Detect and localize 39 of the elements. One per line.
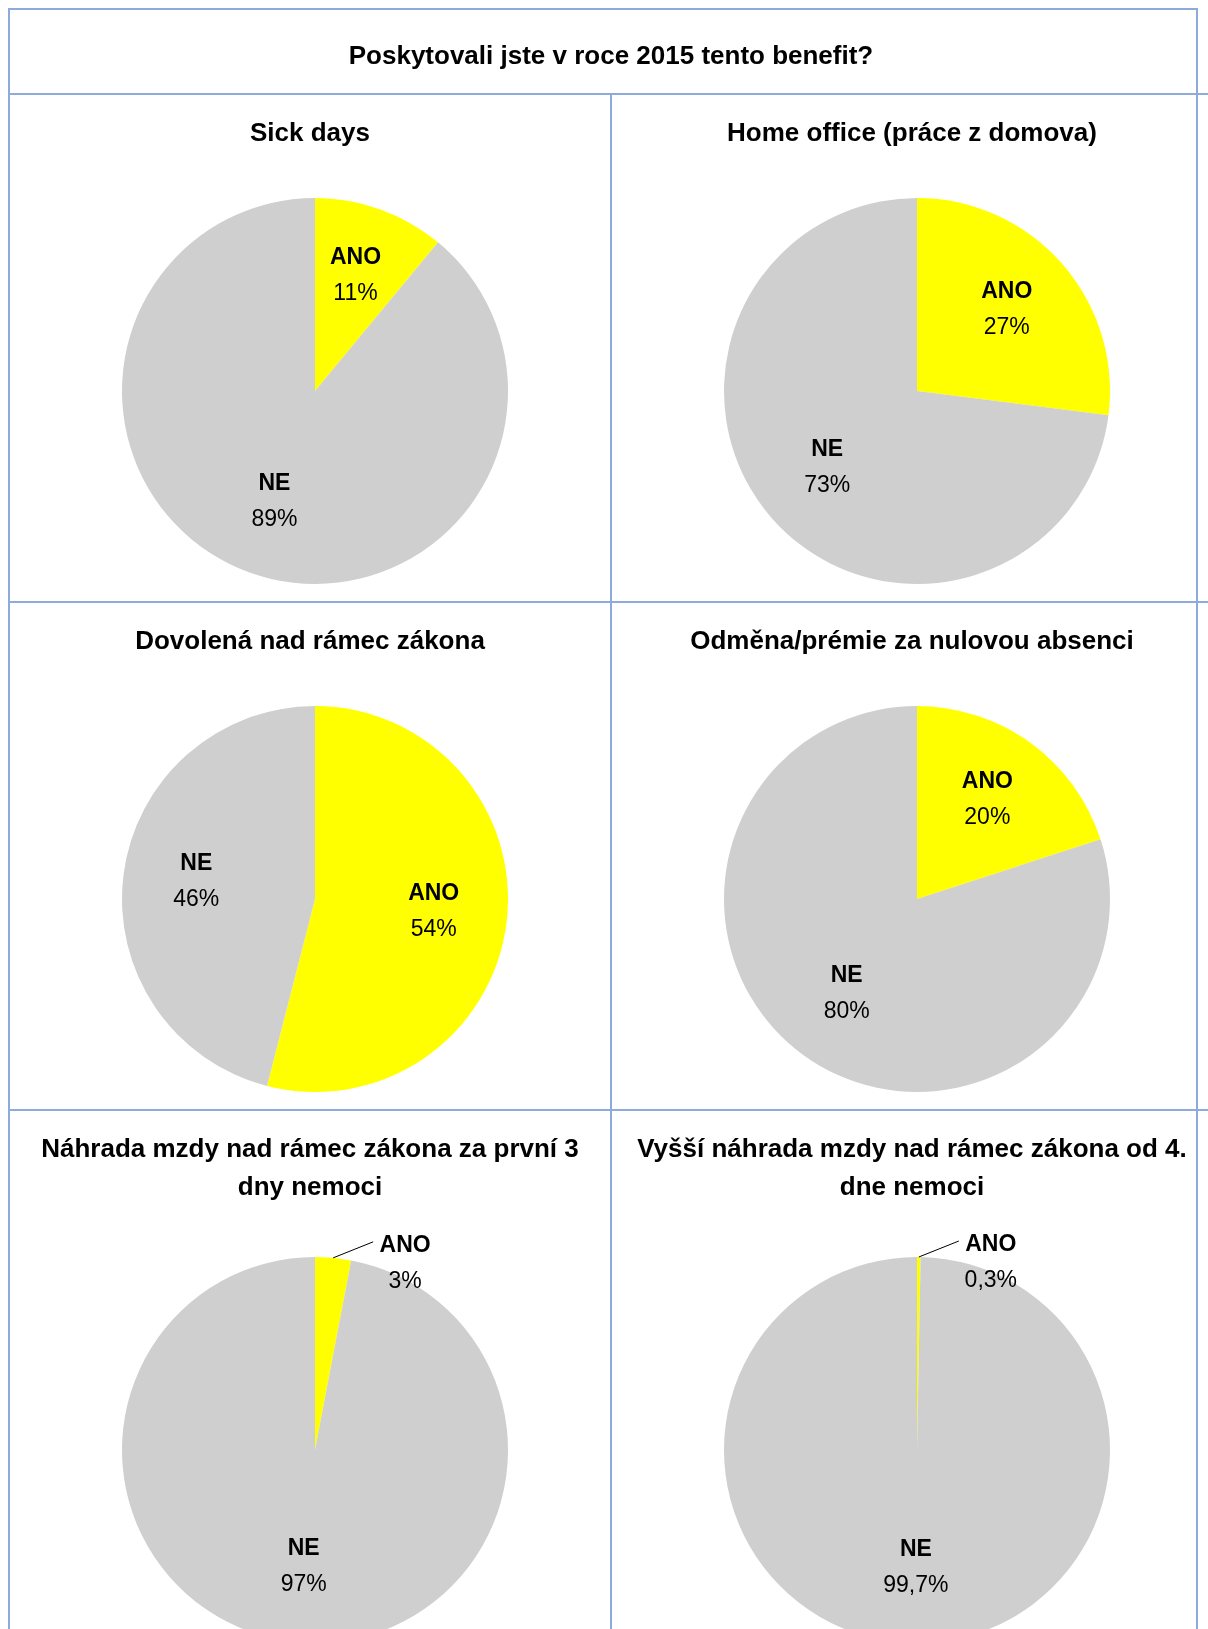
chart-title: Dovolená nad rámec zákona [134,624,486,657]
slice-label: NE [258,468,291,495]
data-label: 11% [333,279,378,306]
chart-title: Odměna/prémie za nulovou absenci [689,624,1135,657]
data-label: 99,7% [883,1570,949,1597]
data-label: 80% [823,996,870,1023]
data-label: 54% [410,915,457,941]
pie-slice [724,198,1109,584]
data-label: 20% [964,803,1011,830]
chart-title: Sick days [249,116,371,149]
slice-label: ANO [981,276,1033,303]
data-label: 89% [251,504,298,531]
pie-slice [917,198,1110,416]
slice-label: ANO [408,879,460,905]
slice-label: NE [899,1534,932,1561]
chart-title: Home office (práce z domova) [726,116,1098,149]
pie-slice [122,198,508,584]
pie-slice [724,706,1110,1092]
chart-title: Vyšší náhrada mzdy nad rámec zákona od 4. dne nemoci [636,1132,1188,1203]
pie-slice [122,706,315,1086]
chart-title: Náhrada mzdy nad rámec zákona za první 3 dny nemoci [40,1132,580,1203]
slice-label: ANO [961,767,1013,794]
slice-label: NE [830,960,863,987]
slice-label: ANO [379,1230,431,1257]
slice-label: NE [180,849,213,875]
data-label: 3% [388,1266,422,1293]
pie-slice [315,198,439,391]
slice-label: NE [811,435,844,462]
slice-label: ANO [329,243,382,270]
pie-slice [917,706,1101,899]
data-label: 97% [280,1570,327,1597]
data-label: 0,3% [964,1266,1018,1293]
data-label: 73% [804,471,851,498]
data-label: 46% [173,885,220,911]
pie-slice [267,706,508,1092]
text: Poskytovali jste v roce 2015 tento benefit? [10,10,1208,95]
slice-label: NE [287,1534,320,1561]
slice-label: ANO [965,1230,1017,1257]
data-label: 27% [983,312,1030,339]
